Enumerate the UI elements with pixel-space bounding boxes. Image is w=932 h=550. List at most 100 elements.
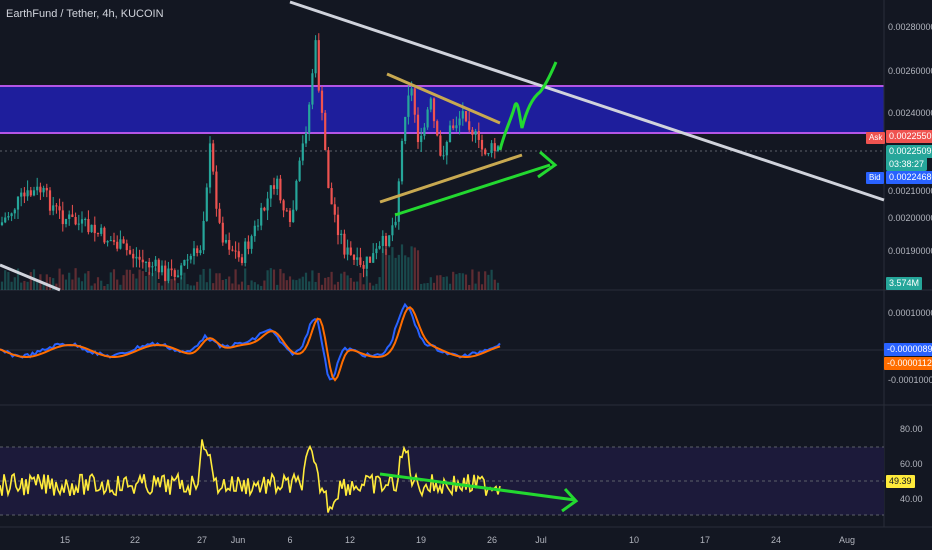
rsi-divergence-arrow-line — [379, 472, 576, 502]
volume-bar — [112, 269, 116, 290]
volume-bar — [61, 274, 64, 290]
signal-value-tag: -0.00001123 — [884, 357, 932, 370]
candle-body — [487, 153, 490, 155]
candle-body — [42, 187, 45, 193]
volume-bar — [52, 278, 55, 290]
candle-body — [388, 235, 391, 247]
volume-bar — [452, 271, 455, 290]
macd-line — [0, 302, 501, 381]
candle-body — [253, 225, 256, 237]
volume-bar — [413, 247, 416, 290]
candle-body — [154, 259, 157, 267]
candle-body — [410, 88, 413, 96]
candle-body — [58, 206, 61, 211]
candle-body — [333, 204, 336, 215]
candle-body — [349, 247, 352, 255]
volume-bar — [128, 269, 132, 290]
candle-body — [132, 253, 135, 259]
volume-bar — [426, 283, 429, 290]
volume-bar — [192, 285, 196, 290]
time-axis-label: Aug — [838, 535, 856, 545]
descending-trendline[interactable] — [289, 0, 885, 202]
volume-bar — [308, 281, 311, 290]
candle-body — [375, 248, 378, 254]
volume-bar — [240, 281, 244, 290]
volume-bar — [87, 271, 90, 290]
volume-bar — [221, 279, 224, 290]
volume-bar — [160, 285, 164, 290]
volume-bar — [324, 277, 327, 290]
volume-bar — [148, 271, 151, 290]
time-axis-label: Jun — [230, 535, 246, 545]
time-axis-label: 12 — [344, 535, 356, 545]
volume-bar — [458, 273, 461, 290]
rsi-axis-label: 40.00 — [900, 494, 923, 504]
volume-bar — [416, 250, 420, 290]
volume-bar — [199, 274, 202, 290]
candle-body — [458, 118, 461, 126]
time-axis-label: 10 — [628, 535, 640, 545]
candle-body — [295, 180, 298, 210]
volume-bar — [391, 247, 394, 290]
candle-body — [269, 185, 272, 199]
candle-body — [250, 236, 253, 249]
candle-body — [324, 112, 327, 151]
candle-body — [237, 251, 240, 258]
volume-bar — [340, 273, 343, 290]
volume-bar — [442, 276, 445, 290]
candle-body — [247, 241, 250, 249]
candle-body — [256, 225, 260, 227]
candle-body — [109, 240, 112, 242]
volume-bar — [215, 273, 218, 290]
volume-bar — [0, 281, 4, 290]
candle-body — [176, 275, 180, 277]
candle-body — [484, 149, 487, 155]
candle-body — [288, 210, 292, 223]
volume-bar — [480, 284, 484, 290]
volume-bar — [119, 284, 122, 290]
symbol-title[interactable]: EarthFund / Tether, 4h, KUCOIN — [6, 8, 164, 20]
candle-body — [240, 257, 244, 263]
candle-body — [260, 207, 263, 226]
volume-bar — [272, 269, 276, 290]
volume-bar — [29, 272, 32, 290]
candle-body — [186, 259, 189, 261]
volume-bar — [132, 273, 135, 290]
macd-value-tag: -0.00000890 — [884, 343, 932, 356]
volume-bar — [429, 277, 432, 290]
volume-bar — [138, 269, 141, 290]
descending-trendline-left[interactable] — [0, 263, 61, 292]
wedge-lower-trendline[interactable] — [379, 153, 523, 204]
volume-bar — [314, 281, 317, 290]
volume-bar — [23, 280, 26, 290]
candle-body — [234, 250, 237, 252]
volume-bar — [352, 281, 356, 290]
candle-body — [122, 239, 125, 244]
volume-bar — [372, 285, 375, 290]
volume-bar — [106, 284, 109, 290]
volume-bar — [468, 284, 471, 290]
wedge-upper-trendline[interactable] — [386, 72, 501, 125]
volume-bar — [186, 284, 189, 290]
candle-body — [36, 186, 39, 191]
volume-bar — [247, 285, 250, 290]
volume-bar — [448, 283, 452, 290]
volume-tag: 3.574M — [886, 277, 923, 290]
volume-bar — [439, 275, 442, 290]
candle-body — [439, 135, 442, 156]
volume-bar — [349, 277, 352, 290]
volume-bar — [256, 284, 260, 290]
volume-bar — [400, 244, 404, 290]
volume-bar — [224, 278, 228, 290]
candle-body — [282, 200, 285, 211]
candle-body — [138, 256, 141, 260]
volume-bar — [397, 254, 400, 290]
time-axis-label: 19 — [415, 535, 427, 545]
candle-body — [285, 210, 288, 212]
candle-body — [135, 256, 138, 259]
time-axis-label: 6 — [287, 535, 293, 545]
volume-bar — [208, 268, 212, 290]
volume-bar — [48, 277, 52, 290]
candle-body — [208, 143, 212, 188]
